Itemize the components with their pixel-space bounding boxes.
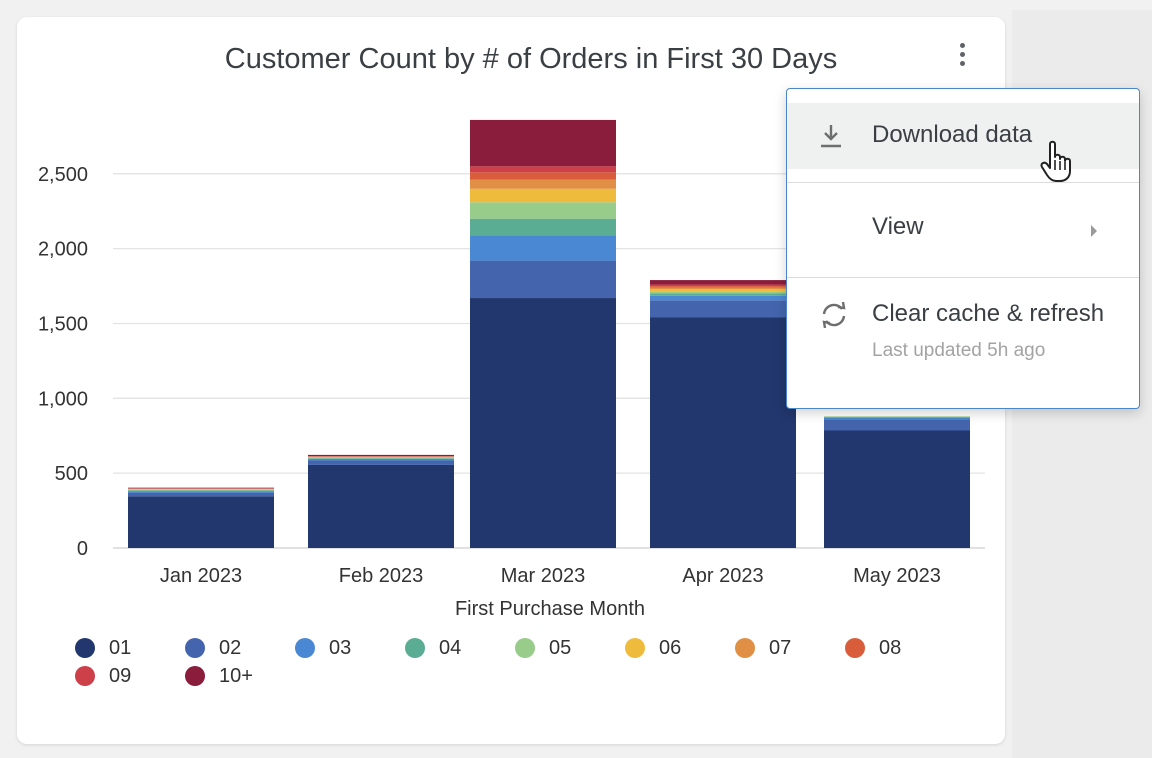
legend-swatch [75,666,95,686]
legend-swatch [405,638,425,658]
legend-label: 03 [329,636,352,659]
bar-segment [470,235,616,261]
bar-segment [470,172,616,180]
legend-label: 09 [109,664,132,687]
bar-segment [650,291,796,294]
bar-segment [128,491,274,493]
legend-item[interactable]: 02 [185,636,295,660]
bar-segment [824,419,970,431]
more-vertical-icon[interactable] [949,39,975,69]
bar-segment [470,119,616,167]
menu-divider [787,182,1139,183]
context-menu: Download data View Clear cache & refresh… [786,88,1140,409]
bar-segment [308,458,454,459]
bar-segment [650,286,796,288]
legend-item[interactable]: 01 [75,636,185,660]
legend-swatch [515,638,535,658]
legend-label: 02 [219,636,242,659]
bar-segment [650,300,796,318]
download-icon [821,125,841,148]
bar-segment [650,284,796,287]
bar-segment [308,464,454,548]
bar-segment [128,492,274,497]
bar-segment [470,260,616,299]
bar-segment [650,287,796,290]
y-tick-label: 500 [55,463,88,485]
legend-item[interactable]: 03 [295,636,405,660]
legend-swatch [625,638,645,658]
legend-swatch [75,638,95,658]
legend-label: 07 [769,636,792,659]
menu-item-label: View [872,213,924,240]
legend-item[interactable]: 10+ [185,664,295,688]
legend-swatch [185,638,205,658]
bar-segment [824,416,970,417]
legend-label: 10+ [219,664,253,687]
legend-item[interactable]: 09 [75,664,185,688]
legend-item[interactable]: 06 [625,636,735,660]
bar-segment [470,218,616,236]
bar-segment [650,280,796,285]
x-tick-label: Mar 2023 [501,565,586,587]
legend-label: 04 [439,636,462,659]
bar-segment [650,295,796,301]
y-tick-label: 0 [77,538,88,560]
menu-item-clear-cache[interactable]: Clear cache & refresh Last updated 5h ag… [787,278,1139,408]
refresh-icon [822,302,846,328]
bar-segment [128,487,274,489]
legend-label: 01 [109,636,132,659]
legend-label: 08 [879,636,902,659]
menu-divider [787,277,1139,278]
menu-item-label: Download data [872,121,1033,148]
bar-segment [470,166,616,173]
bar-segment [824,417,970,420]
legend-label: 06 [659,636,682,659]
legend-label: 05 [549,636,572,659]
bar-segment [308,458,454,461]
bar-segment [128,489,274,491]
y-tick-label: 1,000 [38,388,88,410]
bar-segment [650,289,796,292]
menu-item-label: Clear cache & refresh [872,300,1105,327]
chevron-right-icon [1091,225,1097,237]
legend-item[interactable]: 07 [735,636,845,660]
x-tick-label: Feb 2023 [339,565,424,587]
bar-segment [470,202,616,219]
bar-segment [128,496,274,548]
bar-segment [824,430,970,548]
bar-segment [824,416,970,418]
x-tick-label: Jan 2023 [160,565,242,587]
legend-swatch [295,638,315,658]
legend-item[interactable]: 04 [405,636,515,660]
legend-item[interactable]: 05 [515,636,625,660]
bar-segment [470,188,616,203]
y-tick-label: 2,000 [38,239,88,261]
legend-swatch [845,638,865,658]
legend-swatch [185,666,205,686]
y-tick-label: 1,500 [38,313,88,335]
hand-cursor-icon [1040,140,1071,182]
bar-segment [308,460,454,465]
bar-segment [128,490,274,492]
bar-segment [308,457,454,459]
y-tick-label: 2,500 [38,164,88,186]
bar-segment [470,179,616,189]
x-tick-label: Apr 2023 [682,565,763,587]
bar-segment [650,293,796,296]
chart-title: Customer Count by # of Orders in First 3… [224,43,838,75]
legend-swatch [735,638,755,658]
bar-segment [308,454,454,457]
menu-item-download-data[interactable]: Download data [787,103,1139,169]
x-tick-label: May 2023 [853,565,941,587]
chart-legend: 01 02 03 04 05 06 07 08 09 10+ [75,636,955,688]
bar-segment [470,298,616,548]
x-axis-title: First Purchase Month [455,598,645,620]
bar-segment [650,317,796,548]
legend-item[interactable]: 08 [845,636,955,660]
last-updated-text: Last updated 5h ago [872,340,1046,361]
menu-item-view[interactable]: View [787,183,1139,277]
